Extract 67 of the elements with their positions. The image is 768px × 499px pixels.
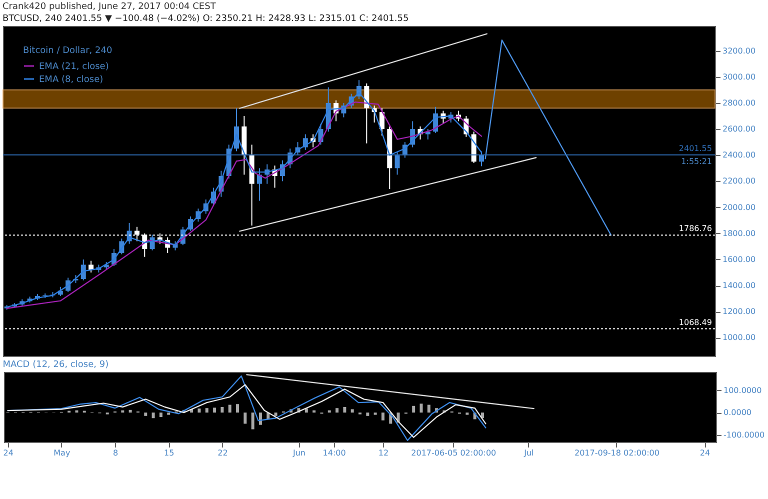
bar xyxy=(420,404,423,413)
legend-label: EMA (21, close) xyxy=(39,62,109,72)
bar xyxy=(205,408,208,413)
bar xyxy=(198,408,201,413)
x-tick-label: 22 xyxy=(218,448,228,458)
bar xyxy=(412,406,416,413)
x-tick-label: 2017-06-05 02:00:00 xyxy=(411,448,496,458)
y-tick-label: 100.0000 xyxy=(724,386,762,395)
bar xyxy=(152,412,155,418)
x-tick-label: 24 xyxy=(3,448,14,458)
bar xyxy=(336,408,339,413)
bar xyxy=(220,407,224,413)
bar xyxy=(381,412,384,420)
legend-label: EMA (8, close) xyxy=(39,75,104,85)
y-tick-label: 2800.00 xyxy=(722,98,756,108)
bar xyxy=(304,408,308,413)
chart-title: Crank420 published, June 27, 2017 00:04 CEST xyxy=(2,2,216,12)
bar xyxy=(144,412,148,416)
ref-line-label: 2401.55 xyxy=(678,144,712,153)
candlestick xyxy=(80,258,86,281)
bar xyxy=(236,404,240,413)
y-tick-label: 2600.00 xyxy=(722,124,756,134)
x-tick-label: May xyxy=(54,448,70,458)
y-tick-label: 3000.00 xyxy=(722,72,756,82)
annotation: 1:55:21 xyxy=(681,156,712,166)
bar xyxy=(128,410,132,413)
y-tick-label: 0.0000 xyxy=(724,408,752,418)
candlestick xyxy=(394,152,400,176)
y-tick-label: 1200.00 xyxy=(722,307,756,316)
x-tick-label: 24 xyxy=(700,448,710,458)
y-tick-label: 1800.00 xyxy=(722,228,756,238)
ref-line-label: 1068.49 xyxy=(678,318,712,327)
candlestick xyxy=(88,260,94,274)
ref-line-label: 1786.76 xyxy=(678,224,712,234)
y-tick-label: -100.0000 xyxy=(724,430,765,440)
bar xyxy=(274,412,278,416)
y-tick-label: 2000.00 xyxy=(722,202,756,212)
y-tick-label: 1400.00 xyxy=(722,281,756,290)
chart-subtitle: BTCUSD, 240 2401.55 ▼ −100.48 (−4.02%) O: 2350.21 H: 2428.93 L: 2315.01 C: 2401.55 xyxy=(2,14,409,24)
bar xyxy=(159,412,162,418)
x-tick-label: 8 xyxy=(112,448,118,458)
chart-title: MACD (12, 26, close, 9) xyxy=(2,360,109,370)
legend-title: Bitcoin / Dollar, 240 xyxy=(23,46,112,56)
bar xyxy=(258,412,262,425)
y-tick-label: 1600.00 xyxy=(722,254,756,264)
x-tick-label: Jun xyxy=(292,448,306,458)
x-tick-label: 2017-09-18 02:00:00 xyxy=(574,448,660,458)
x-tick-label: Jul xyxy=(523,448,534,458)
bar xyxy=(228,404,232,413)
bar xyxy=(251,412,254,430)
x-tick-label: 14:00 xyxy=(322,448,346,458)
y-tick-label: 2400.00 xyxy=(722,150,756,160)
bar xyxy=(350,409,354,413)
x-tick-label: 12 xyxy=(378,448,389,458)
candlestick xyxy=(425,128,430,140)
y-tick-label: 1000.00 xyxy=(722,333,756,342)
y-tick-label: 3200.00 xyxy=(722,46,756,56)
bar xyxy=(480,412,484,418)
y-tick-label: 2200.00 xyxy=(722,176,756,186)
candlestick xyxy=(256,168,262,202)
x-tick-label: 15 xyxy=(164,448,174,458)
line-series xyxy=(7,384,486,438)
bar xyxy=(343,407,346,413)
bar xyxy=(213,408,216,413)
bar xyxy=(366,412,370,416)
bar xyxy=(244,412,247,424)
bar xyxy=(427,404,430,413)
